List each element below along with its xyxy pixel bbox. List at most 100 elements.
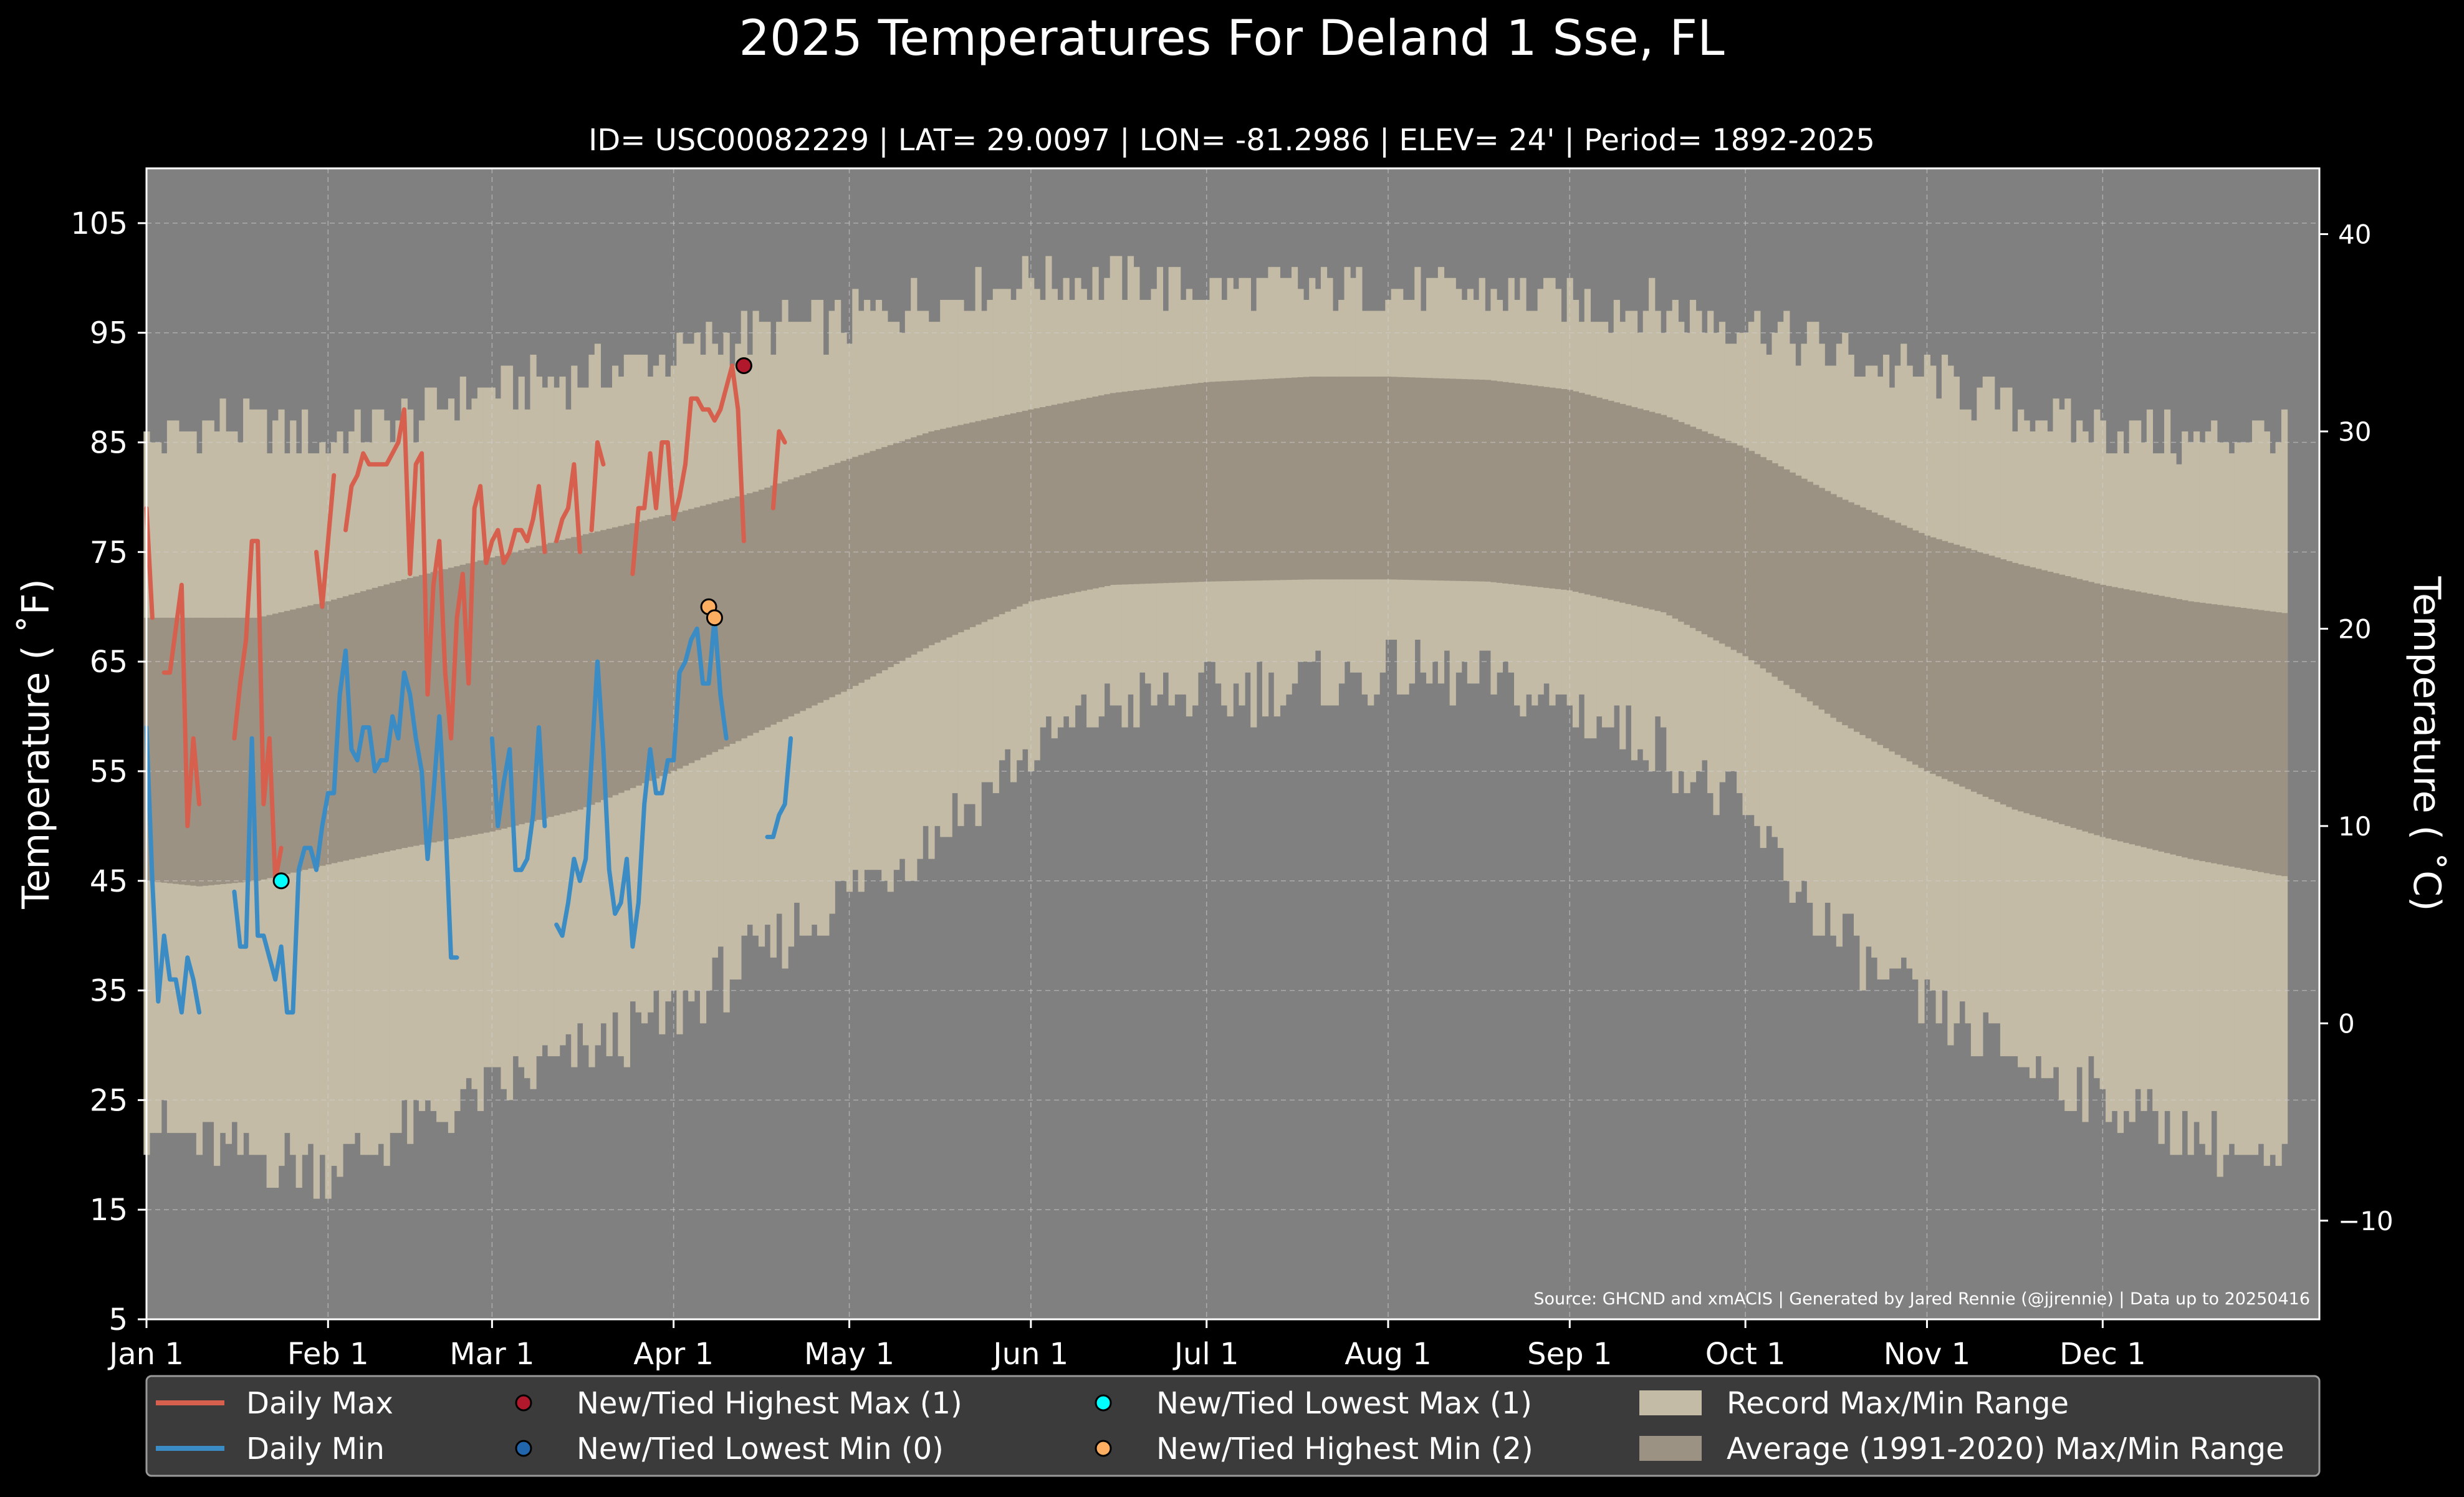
average-range-bar — [337, 598, 343, 862]
average-range-bar — [1625, 405, 1632, 604]
average-range-bar — [530, 547, 537, 822]
average-range-bar — [2246, 609, 2253, 870]
average-range-bar — [1789, 472, 1796, 690]
average-range-bar — [302, 607, 309, 870]
average-range-bar — [723, 499, 730, 747]
average-range-bar — [1303, 377, 1310, 580]
average-range-bar — [2023, 566, 2030, 814]
average-range-bar — [1033, 408, 1040, 600]
average-range-bar — [231, 617, 238, 883]
average-range-bar — [506, 553, 514, 827]
y2-tick-label: −10 — [2338, 1206, 2394, 1236]
average-range-bar — [1572, 391, 1580, 592]
average-range-bar — [682, 510, 689, 766]
average-range-bar — [2123, 589, 2130, 843]
average-range-bar — [1414, 377, 1421, 580]
average-range-bar — [641, 520, 648, 784]
average-range-bar — [2117, 588, 2124, 842]
chart-title: 2025 Temperatures For Deland 1 Sse, FL — [739, 11, 1725, 67]
average-range-bar — [1402, 377, 1409, 580]
average-range-bar — [618, 526, 625, 793]
legend-label: Daily Max — [246, 1386, 393, 1421]
average-range-bar — [307, 605, 314, 869]
average-range-bar — [612, 527, 619, 796]
average-range-bar — [1485, 380, 1492, 582]
average-range-bar — [1994, 557, 2001, 802]
average-range-bar — [2182, 600, 2188, 858]
average-range-bar — [1239, 380, 1245, 581]
average-range-bar — [1953, 544, 1960, 784]
average-range-bar — [243, 617, 250, 882]
average-range-bar — [893, 443, 900, 664]
average-range-bar — [1356, 377, 1363, 580]
average-range-bar — [782, 481, 789, 720]
x-tick-label: Jul 1 — [1172, 1337, 1239, 1372]
average-range-bar — [805, 473, 812, 708]
average-range-bar — [477, 560, 484, 834]
average-range-bar — [1678, 421, 1685, 622]
average-range-bar — [1836, 497, 1843, 722]
average-range-bar — [741, 494, 747, 739]
average-range-bar — [1901, 525, 1907, 758]
average-range-bar — [1543, 387, 1550, 588]
y-tick-label: 75 — [90, 535, 128, 570]
average-range-bar — [1145, 388, 1152, 584]
average-range-bar — [436, 570, 443, 842]
average-range-bar — [2129, 590, 2136, 845]
average-range-bar — [547, 542, 554, 817]
average-range-bar — [1842, 499, 1849, 726]
average-range-bar — [1174, 385, 1181, 583]
average-range-bar — [1455, 378, 1462, 581]
average-range-bar — [2146, 594, 2154, 849]
average-range-bar — [664, 514, 671, 774]
y-axis-left: 5 15 25 35 45 55 65 75 85 95 105 — [70, 206, 146, 1337]
average-range-bar — [1280, 378, 1287, 580]
average-range-bar — [290, 609, 297, 873]
average-range-bar — [1631, 407, 1638, 606]
average-range-bar — [770, 485, 777, 725]
average-range-bar — [934, 430, 941, 643]
average-range-bar — [1192, 383, 1199, 582]
average-range-bar — [1549, 387, 1556, 589]
y2-tick-label: 10 — [2338, 811, 2371, 842]
average-range-bar — [2187, 601, 2194, 859]
average-range-bar — [588, 532, 595, 805]
average-range-bar — [1977, 552, 1983, 794]
average-range-bar — [1520, 384, 1527, 585]
average-range-bar — [2170, 598, 2177, 855]
average-range-bar — [1063, 402, 1070, 595]
average-range-bar — [1877, 515, 1884, 745]
average-range-bar — [904, 439, 912, 658]
average-range-bar — [1116, 392, 1123, 585]
average-range-bar — [1982, 554, 1989, 797]
average-range-bar — [354, 592, 361, 859]
average-range-bar — [430, 572, 437, 843]
average-range-bar — [1086, 397, 1093, 590]
average-range-bar — [1795, 475, 1802, 693]
average-range-bar — [1127, 391, 1134, 585]
average-range-bar — [735, 496, 742, 741]
average-range-bar — [1104, 394, 1111, 586]
average-range-bar — [1525, 385, 1533, 586]
average-range-bar — [1022, 410, 1028, 604]
average-range-bar — [2140, 592, 2147, 847]
legend-swatch-patch — [1639, 1436, 1702, 1461]
legend-label: Daily Min — [246, 1432, 385, 1466]
average-range-bar — [501, 554, 507, 829]
average-range-bar — [2158, 595, 2165, 852]
average-range-bar — [1777, 466, 1785, 681]
average-range-bar — [2088, 582, 2095, 834]
average-range-bar — [360, 591, 367, 857]
average-range-bar — [418, 575, 426, 845]
average-range-bar — [1613, 402, 1620, 602]
average-range-bar — [1326, 377, 1333, 580]
average-range-bar — [1725, 441, 1732, 647]
average-range-bar — [875, 449, 883, 673]
average-range-bar — [776, 483, 783, 722]
average-range-bar — [963, 423, 970, 630]
x-tick-label: Oct 1 — [1705, 1337, 1786, 1372]
average-range-bar — [1496, 381, 1503, 583]
average-range-bar — [583, 534, 590, 807]
average-range-bar — [2228, 606, 2235, 867]
